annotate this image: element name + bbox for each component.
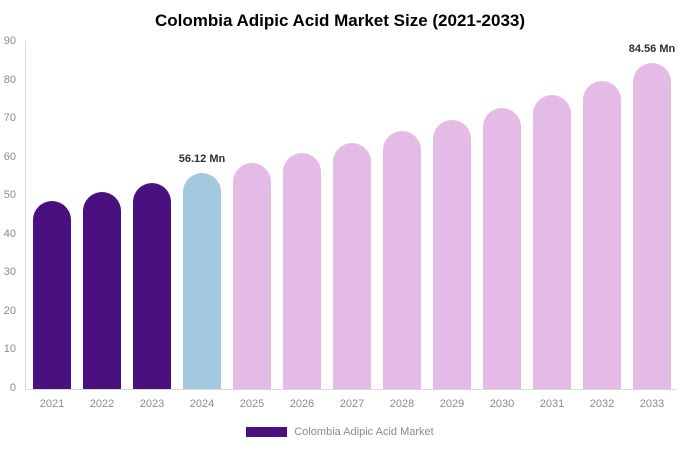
bar <box>333 142 371 389</box>
y-tick-label: 70 <box>3 112 16 125</box>
bar <box>433 119 471 389</box>
bar <box>33 201 71 389</box>
y-tick-label: 60 <box>3 150 16 163</box>
y-tick-label: 50 <box>3 189 16 202</box>
y-tick-label: 40 <box>3 227 16 240</box>
x-tick-label: 2030 <box>489 398 515 410</box>
bar <box>83 191 121 389</box>
x-tick-label: 2023 <box>139 398 165 410</box>
y-tick-label: 20 <box>3 304 16 317</box>
bar <box>183 172 221 389</box>
bar <box>633 62 671 389</box>
x-tick-label: 2024 <box>189 398 215 410</box>
legend-swatch <box>246 427 288 437</box>
x-tick-label: 2032 <box>589 398 615 410</box>
y-tick-label: 80 <box>3 73 16 86</box>
y-tick-label: 10 <box>3 343 16 356</box>
y-tick-label: 90 <box>3 35 16 47</box>
y-axis-line <box>25 41 26 389</box>
y-tick-label: 30 <box>3 266 16 279</box>
legend: Colombia Adipic Acid Market <box>0 426 680 438</box>
x-tick-label: 2022 <box>89 398 115 410</box>
y-tick-label: 0 <box>9 382 16 394</box>
bar <box>133 183 171 389</box>
x-tick-label: 2026 <box>289 398 315 410</box>
x-tick-label: 2025 <box>239 398 265 410</box>
x-axis-line <box>25 389 676 390</box>
x-tick-label: 2021 <box>39 398 65 410</box>
bar <box>283 153 321 389</box>
chart-title: Colombia Adipic Acid Market Size (2021-2… <box>154 11 526 30</box>
bar <box>383 131 421 389</box>
bar <box>533 94 571 389</box>
x-tick-label: 2029 <box>439 398 465 410</box>
legend-label: Colombia Adipic Acid Market <box>294 426 434 438</box>
x-tick-label: 2027 <box>339 398 365 410</box>
bar <box>583 80 621 389</box>
bar-value-label: 84.56 Mn <box>628 42 676 55</box>
x-tick-label: 2031 <box>539 398 565 410</box>
x-tick-label: 2033 <box>639 398 665 410</box>
x-tick-label: 2028 <box>389 398 415 410</box>
bar <box>483 107 521 389</box>
bar <box>233 163 271 389</box>
bar-value-label: 56.12 Mn <box>178 152 226 165</box>
